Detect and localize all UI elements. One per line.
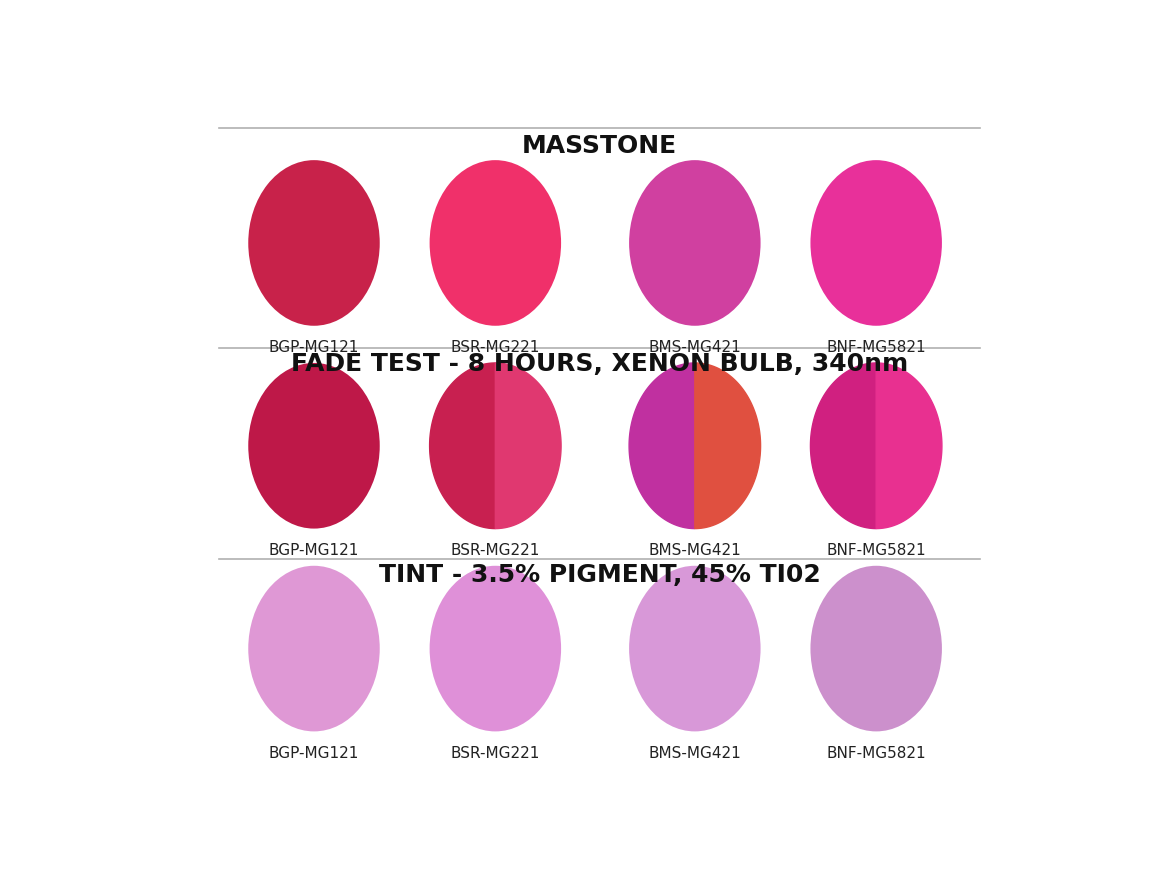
Text: BGP-MG121: BGP-MG121	[269, 340, 359, 355]
Ellipse shape	[629, 161, 760, 326]
Text: BSR-MG221: BSR-MG221	[450, 340, 541, 355]
Polygon shape	[495, 364, 562, 529]
Polygon shape	[629, 364, 695, 529]
Text: FADE TEST - 8 HOURS, XENON BULB, 340nm: FADE TEST - 8 HOURS, XENON BULB, 340nm	[291, 351, 908, 375]
Text: BNF-MG5821: BNF-MG5821	[826, 340, 925, 355]
Text: BSR-MG221: BSR-MG221	[450, 543, 541, 558]
Polygon shape	[811, 364, 876, 529]
Ellipse shape	[629, 567, 760, 731]
Polygon shape	[429, 364, 495, 529]
Ellipse shape	[248, 364, 380, 529]
Ellipse shape	[811, 161, 942, 326]
Text: BMS-MG421: BMS-MG421	[648, 745, 742, 760]
Polygon shape	[876, 364, 942, 529]
Text: BNF-MG5821: BNF-MG5821	[826, 543, 925, 558]
Text: BMS-MG421: BMS-MG421	[648, 543, 742, 558]
Ellipse shape	[248, 567, 380, 731]
Text: BGP-MG121: BGP-MG121	[269, 543, 359, 558]
Text: BMS-MG421: BMS-MG421	[648, 340, 742, 355]
Ellipse shape	[811, 567, 942, 731]
Text: BGP-MG121: BGP-MG121	[269, 745, 359, 760]
Ellipse shape	[429, 161, 562, 326]
Ellipse shape	[248, 161, 380, 326]
Ellipse shape	[429, 567, 562, 731]
Polygon shape	[695, 364, 761, 529]
Text: MASSTONE: MASSTONE	[522, 134, 677, 158]
Text: TINT - 3.5% PIGMENT, 45% TI02: TINT - 3.5% PIGMENT, 45% TI02	[379, 562, 820, 587]
Text: BNF-MG5821: BNF-MG5821	[826, 745, 925, 760]
Text: BSR-MG221: BSR-MG221	[450, 745, 541, 760]
